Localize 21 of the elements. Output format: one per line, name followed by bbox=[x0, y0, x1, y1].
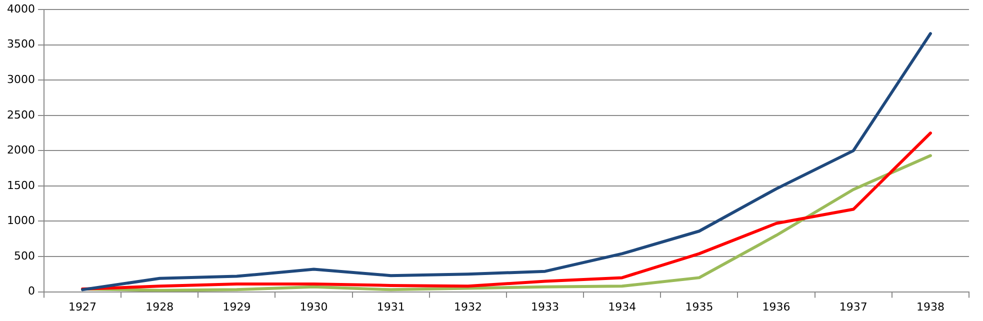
x-tick-label: 1934 bbox=[608, 300, 636, 314]
x-tick-label: 1937 bbox=[839, 300, 868, 314]
y-tick-label: 3500 bbox=[6, 38, 35, 51]
x-tick-label: 1933 bbox=[531, 300, 560, 314]
y-tick-label: 3000 bbox=[6, 73, 35, 86]
y-tick-label: 0 bbox=[28, 284, 35, 298]
x-tick-label: 1938 bbox=[916, 300, 944, 314]
x-tick-label: 1931 bbox=[376, 300, 405, 314]
x-tick-label: 1927 bbox=[68, 300, 97, 314]
y-tick-label: 2000 bbox=[6, 144, 35, 157]
y-tick-label: 1000 bbox=[6, 214, 35, 228]
x-tick-label: 1932 bbox=[454, 300, 482, 314]
x-tick-label: 1936 bbox=[762, 300, 790, 314]
x-tick-label: 1930 bbox=[300, 300, 328, 314]
y-tick-label: 2500 bbox=[6, 108, 35, 122]
y-tick-label: 4000 bbox=[6, 2, 35, 16]
x-tick-label: 1929 bbox=[222, 300, 251, 314]
x-tick-label: 1935 bbox=[685, 300, 714, 314]
x-tick-label: 1928 bbox=[146, 300, 174, 314]
y-tick-label: 1500 bbox=[6, 178, 35, 192]
y-tick-label: 500 bbox=[14, 249, 35, 262]
